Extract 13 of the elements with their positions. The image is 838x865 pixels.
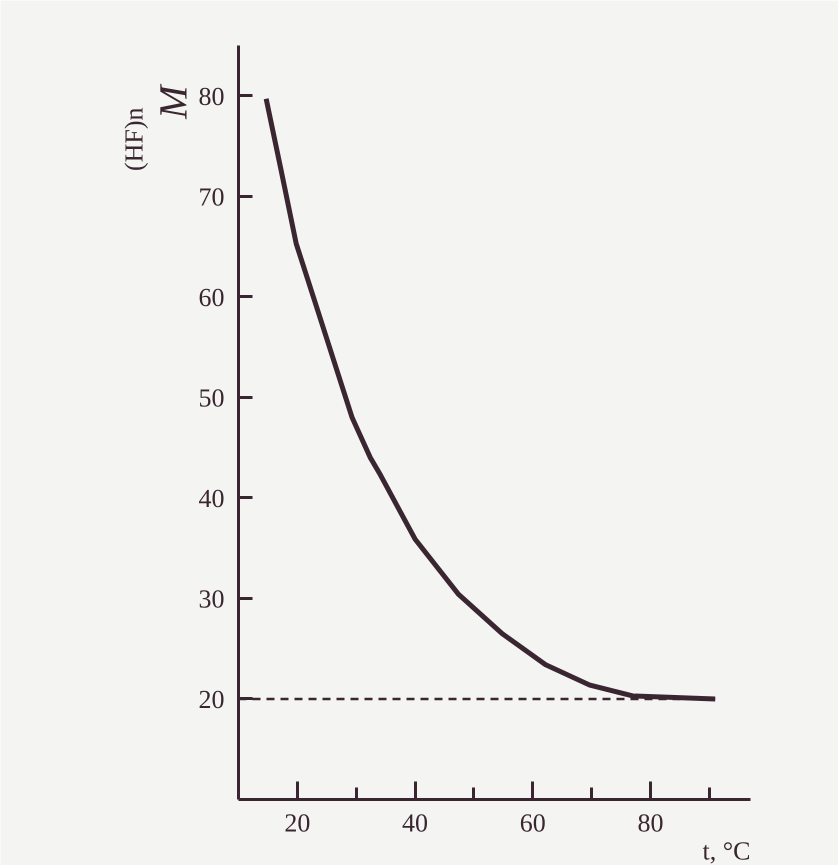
y-tick-label: 30 [198, 584, 224, 614]
y-tick-label: 50 [198, 383, 224, 412]
y-tick-label: 60 [198, 282, 224, 312]
x-tick-label: 40 [402, 808, 428, 838]
x-tick-label: 80 [637, 808, 664, 838]
y-tick-label: 80 [198, 82, 224, 111]
x-tick-label: 60 [520, 808, 546, 838]
y-tick-label: 70 [198, 182, 224, 212]
x-tick-label: 20 [284, 808, 310, 838]
y-axis-title: M(HF)n [120, 82, 196, 172]
x-axis-title: t, °C [702, 836, 751, 865]
y-tick-label: 20 [198, 684, 224, 714]
y-tick-label: 40 [198, 484, 224, 513]
